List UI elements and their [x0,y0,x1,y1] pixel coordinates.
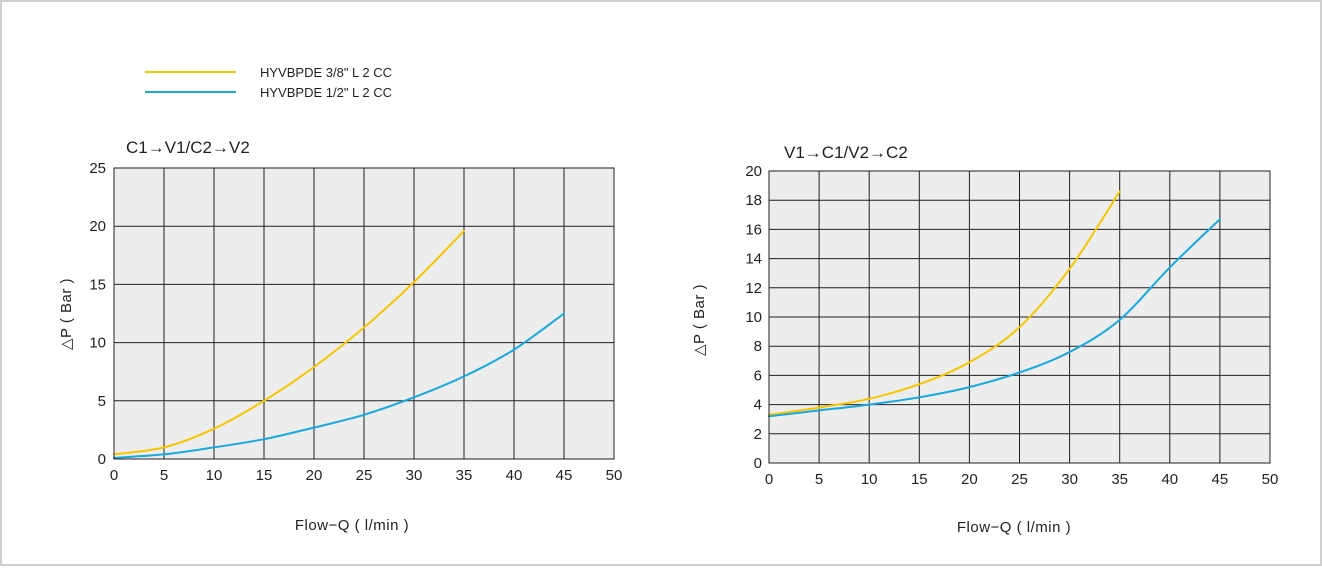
chart-2-y-axis-label: △P ( Bar ) [691,284,708,356]
chart-2-y-tick-label: 14 [745,251,762,268]
chart-1-plot-border [113,167,615,460]
chart-1-series-line-2 [113,312,565,459]
chart-1-x-tick-label: 35 [456,467,473,484]
chart-1-title: C1→V1/C2→V2 [126,138,250,157]
chart-1-x-tick-label: 25 [356,467,373,484]
chart-2-x-tick-labels: 0 5 10 15 20 25 30 35 40 45 50 [765,471,1279,488]
chart-2-x-tick-label: 0 [765,471,773,488]
chart-2-x-tick-label: 20 [961,471,978,488]
chart-2-series-line-1 [768,190,1121,416]
chart-1-x-tick-label: 40 [506,467,523,484]
chart-1-y-tick-label: 25 [89,160,106,177]
chart-2-x-tick-label: 15 [911,471,928,488]
chart-2-title: V1→C1/V2→C2 [784,143,908,162]
chart-2: V1→C1/V2→C2 0 2 4 6 8 10 12 14 16 18 20 0 5 10 15 20 25… [691,143,1278,536]
chart-2-series-line-2 [768,218,1221,418]
chart-2-y-tick-label: 16 [745,221,762,238]
chart-1-y-tick-label: 5 [98,393,106,410]
chart-1-series-line-1 [113,229,465,456]
chart-2-y-tick-label: 10 [745,309,762,326]
chart-2-x-tick-label: 50 [1262,471,1279,488]
chart-2-x-tick-label: 45 [1212,471,1229,488]
chart-1-x-tick-label: 45 [556,467,573,484]
chart-1-y-tick-label: 20 [89,218,106,235]
chart-1-x-tick-labels: 0 5 10 15 20 25 30 35 40 45 50 [110,467,623,484]
chart-2-x-tick-label: 5 [815,471,823,488]
chart-1: C1→V1/C2→V2 0 5 10 15 20 25 0 5 10 15 20 25 30 35 40 4… [58,138,622,534]
chart-2-y-tick-label: 12 [745,280,762,297]
chart-2-y-tick-label: 8 [754,338,762,355]
chart-2-x-tick-label: 30 [1061,471,1078,488]
chart-1-x-tick-label: 30 [406,467,423,484]
legend-label-series-2: HYVBPDE 1/2" L 2 CC [260,85,392,100]
chart-1-x-tick-label: 20 [306,467,323,484]
chart-1-y-tick-label: 15 [89,276,106,293]
chart-2-series [768,190,1221,418]
chart-2-y-tick-label: 6 [754,367,762,384]
chart-2-y-tick-label: 0 [754,455,762,472]
chart-1-x-tick-label: 0 [110,467,118,484]
chart-1-series [113,229,565,459]
chart-1-y-tick-label: 10 [89,335,106,352]
chart-1-y-tick-labels: 0 5 10 15 20 25 [89,160,106,468]
chart-2-x-tick-label: 35 [1111,471,1128,488]
chart-2-x-tick-label: 40 [1161,471,1178,488]
chart-1-x-tick-label: 5 [160,467,168,484]
legend-label-series-1: HYVBPDE 3/8" L 2 CC [260,65,392,80]
chart-1-x-tick-label: 50 [606,467,623,484]
chart-2-x-tick-label: 25 [1011,471,1028,488]
chart-2-y-tick-label: 4 [754,397,762,414]
legend: HYVBPDE 3/8" L 2 CC HYVBPDE 1/2" L 2 CC [145,65,392,100]
chart-2-y-tick-label: 2 [754,426,762,443]
chart-1-x-tick-label: 15 [256,467,273,484]
chart-2-x-tick-label: 10 [861,471,878,488]
chart-1-x-tick-label: 10 [206,467,223,484]
chart-2-y-tick-label: 20 [745,163,762,180]
chart-2-y-tick-labels: 0 2 4 6 8 10 12 14 16 18 20 [745,163,762,472]
chart-1-x-axis-label: Flow−Q ( l/min ) [295,517,409,534]
chart-1-y-axis-label: △P ( Bar ) [58,278,75,350]
chart-1-y-tick-label: 0 [98,451,106,468]
chart-2-y-tick-label: 18 [745,192,762,209]
chart-2-x-axis-label: Flow−Q ( l/min ) [957,519,1071,536]
chart-2-plot-border [768,170,1271,464]
